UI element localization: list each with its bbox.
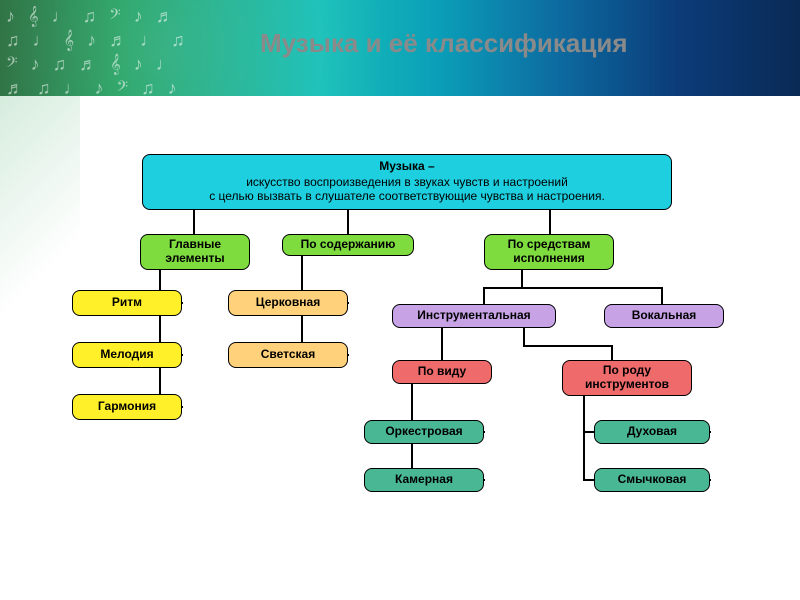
node-harmony: Гармония [72, 394, 182, 420]
classification-chart: Музыка –искусство воспроизведения в звук… [52, 154, 756, 592]
node-root: Музыка –искусство воспроизведения в звук… [142, 154, 672, 210]
node-orchestral: Оркестровая [364, 420, 484, 444]
node-wind: Духовая [594, 420, 710, 444]
music-notes-decor: ♪ 𝄞 ♩ ♫ 𝄢 ♪ ♬ ♫ ♩ 𝄞 ♪ ♬ ♩ ♫ 𝄢 ♪ ♫ ♬ 𝄞 ♪ … [0, 0, 272, 96]
node-elements: Главные элементы [140, 234, 250, 270]
slide-title: Музыка и её классификация [260, 28, 628, 59]
node-string: Смычковая [594, 468, 710, 492]
node-instrumental: Инструментальная [392, 304, 556, 328]
node-content: По содержанию [282, 234, 414, 256]
node-secular: Светская [228, 342, 348, 368]
node-means: По средствам исполнения [484, 234, 614, 270]
node-church: Церковная [228, 290, 348, 316]
node-by_fam: По роду инструментов [562, 360, 692, 396]
node-chamber: Камерная [364, 468, 484, 492]
node-melody: Мелодия [72, 342, 182, 368]
node-vocal: Вокальная [604, 304, 724, 328]
node-by_type: По виду [392, 360, 492, 384]
node-rhythm: Ритм [72, 290, 182, 316]
